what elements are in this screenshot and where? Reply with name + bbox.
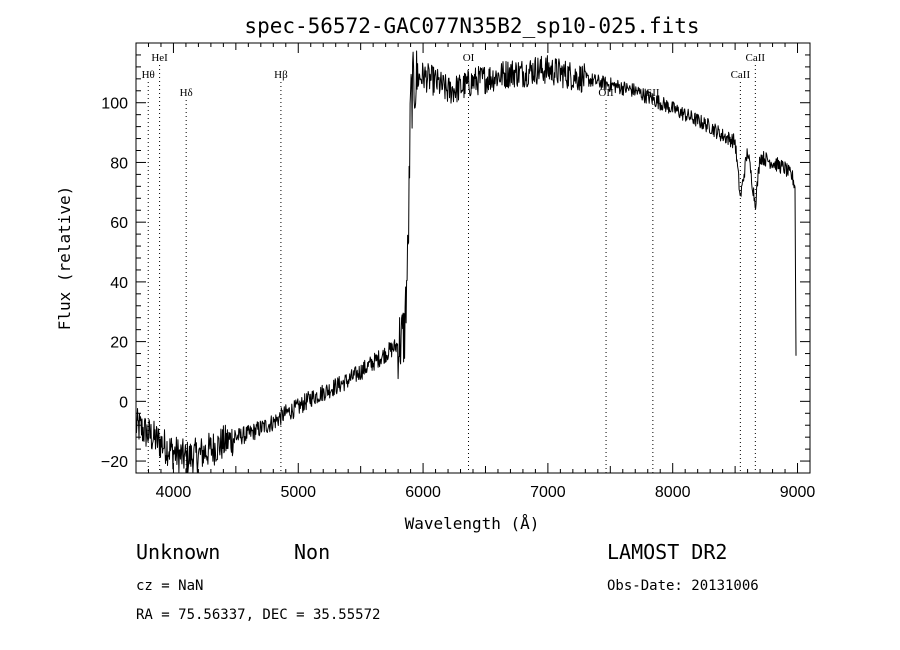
x-tick-label: 5000 [280, 484, 316, 501]
y-axis-label: Flux (relative) [55, 186, 74, 331]
redshift-cz: cz = NaN [136, 578, 203, 594]
y-tick-label: 100 [101, 96, 128, 113]
object-subclass: Non [294, 540, 330, 564]
y-tick-label: −20 [101, 454, 128, 471]
plot-frame [135, 42, 811, 474]
x-tick-label: 4000 [156, 484, 192, 501]
y-tick-label: 0 [119, 394, 128, 411]
reference-line-label: HeI [151, 52, 168, 64]
reference-line-label: CaII [746, 52, 766, 64]
x-axis-ticks: 4000 5000 6000 7000 8000 9000 [135, 43, 816, 501]
x-tick-label: 6000 [405, 484, 441, 501]
x-tick-label: 9000 [780, 484, 816, 501]
y-tick-label: 20 [110, 335, 128, 352]
y-tick-label: 40 [110, 275, 128, 292]
survey-name: LAMOST DR2 [607, 540, 727, 564]
y-axis-ticks: −20 0 20 40 60 80 100 [101, 54, 810, 474]
reference-line-label: Hδ [180, 87, 193, 99]
reference-line-label: OI [463, 52, 475, 64]
object-class: Unknown [136, 540, 220, 564]
reference-lines [147, 65, 756, 473]
x-axis-label: Wavelength (Å) [405, 514, 540, 533]
coordinates: RA = 75.56337, DEC = 35.55572 [136, 607, 380, 623]
reference-line-label: Hβ [274, 69, 288, 81]
x-tick-label: 7000 [530, 484, 566, 501]
chart-title: spec-56572-GAC077N35B2_sp10-025.fits [244, 14, 699, 38]
x-tick-label: 8000 [655, 484, 691, 501]
y-tick-label: 80 [110, 155, 128, 172]
spectrum-line [135, 50, 797, 474]
reference-line-label: CaII [731, 69, 751, 81]
y-tick-label: 60 [110, 215, 128, 232]
reference-line-label: Hθ [142, 69, 155, 81]
obs-date: Obs-Date: 20131006 [607, 578, 759, 594]
